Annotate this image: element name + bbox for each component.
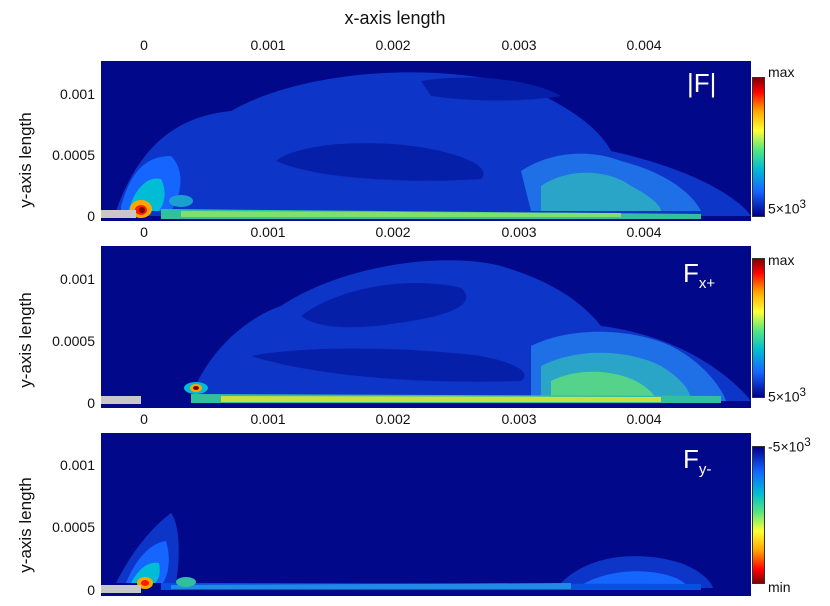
x-tick-label: 0.001 <box>250 37 286 53</box>
x-tick-label: 0.002 <box>375 224 411 240</box>
x-tick-label: 0 <box>140 37 148 53</box>
x-tick-label: 0.002 <box>375 411 411 427</box>
y-tick-label: 0 <box>87 395 95 411</box>
x-tick-label: 0.004 <box>626 37 662 53</box>
x-tick-label: 0.004 <box>626 224 662 240</box>
colorbar-bottom-label: min <box>768 579 791 595</box>
y-tick-label: 0.001 <box>59 271 95 287</box>
colorbar <box>752 446 765 584</box>
y-tick-label: 0.0005 <box>52 333 95 349</box>
colorbar-top-label: -5×103 <box>768 436 811 455</box>
y-tick-label: 0.0005 <box>52 147 95 163</box>
panel-title: Fy- <box>683 444 712 478</box>
y-tick-label: 0 <box>87 582 95 598</box>
field-plot-fx-plus <box>101 246 751 408</box>
x-tick-label: 0.001 <box>250 411 286 427</box>
x-tick-label: 0.003 <box>501 37 537 53</box>
colorbar-bottom-label: 5×103 <box>768 198 807 217</box>
panel-title: Fx+ <box>683 258 716 292</box>
panel-title: |F| <box>687 68 717 98</box>
y-tick-label: 0.001 <box>59 457 95 473</box>
x-tick-label: 0.004 <box>626 411 662 427</box>
x-tick-label: 0.002 <box>375 37 411 53</box>
colorbar-top-label: max <box>768 64 795 80</box>
x-tick-label: 0 <box>140 411 148 427</box>
colorbar-bottom-label: 5×103 <box>768 386 807 405</box>
y-tick-label: 0.0005 <box>52 519 95 535</box>
colorbar-top-label: max <box>768 252 795 268</box>
y-tick-label: 0.001 <box>59 86 95 102</box>
field-plot-fy-minus <box>101 433 751 596</box>
colorbar <box>752 258 765 398</box>
field-plot-magnitude <box>101 61 751 221</box>
x-axis-title: x-axis length <box>344 8 446 28</box>
x-tick-label: 0 <box>140 224 148 240</box>
colorbar <box>752 77 765 217</box>
y-tick-label: 0 <box>87 208 95 224</box>
x-tick-label: 0.003 <box>501 411 537 427</box>
x-tick-label: 0.001 <box>250 224 286 240</box>
x-tick-label: 0.003 <box>501 224 537 240</box>
